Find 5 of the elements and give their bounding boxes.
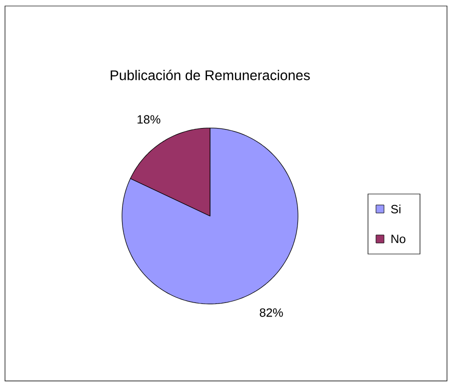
data-label: 18% xyxy=(138,115,160,124)
chart-title: Publicación de Remuneraciones xyxy=(110,70,310,80)
legend-label: No xyxy=(392,234,406,244)
legend-label: Si xyxy=(391,204,400,214)
data-label: 82% xyxy=(260,308,283,317)
